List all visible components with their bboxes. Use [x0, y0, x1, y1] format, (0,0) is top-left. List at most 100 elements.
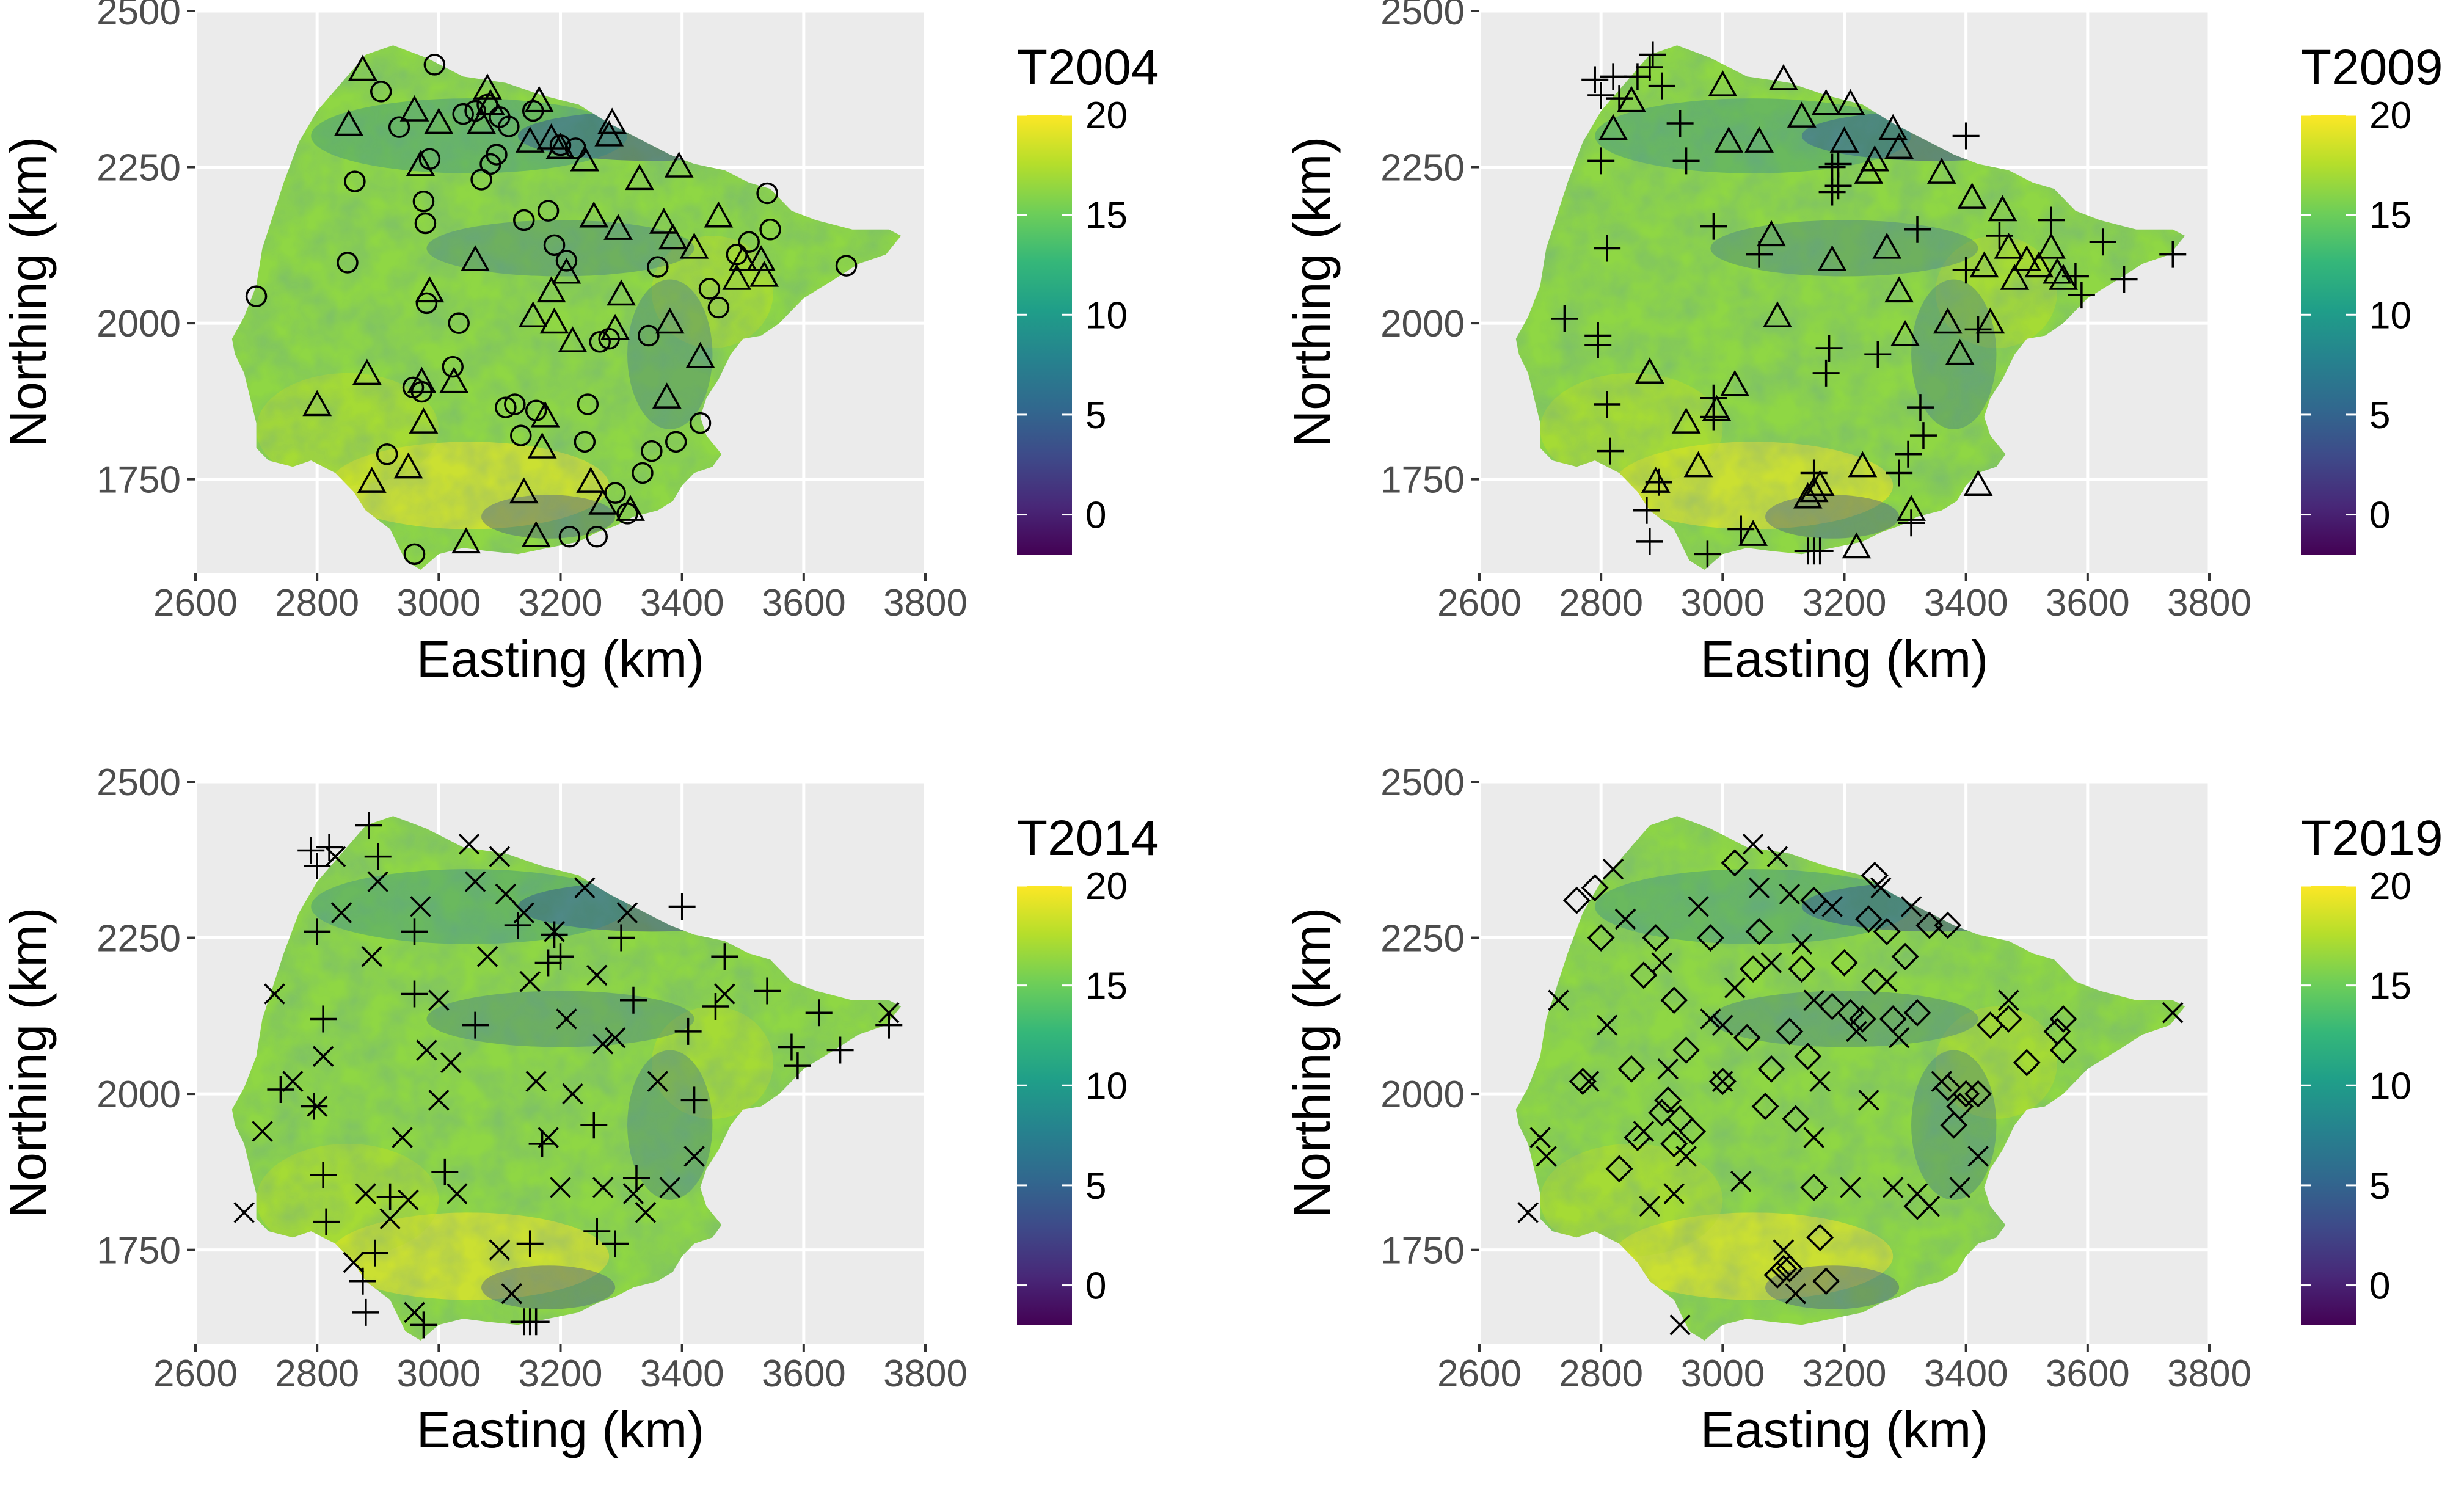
plus-marker — [602, 1230, 629, 1257]
colorbar — [1017, 886, 1072, 1325]
colorbar-tick-label: 15 — [1085, 195, 1128, 237]
triangle-marker — [600, 313, 630, 340]
cross-marker — [714, 983, 735, 1005]
plus-marker — [401, 918, 428, 945]
plus-marker — [355, 812, 382, 839]
cross-marker — [416, 1039, 437, 1061]
plus-marker — [1606, 85, 1633, 112]
circle-marker — [448, 312, 470, 334]
x-axis-title: Easting (km) — [1700, 630, 1988, 688]
cross-marker — [428, 989, 450, 1011]
plus-marker — [1700, 384, 1727, 412]
colorbar-tick-label: 20 — [2369, 865, 2411, 908]
circle-marker — [337, 252, 359, 274]
diamond-marker — [1879, 1005, 1907, 1033]
plus-marker — [754, 977, 781, 1005]
circle-marker — [756, 182, 778, 205]
cross-marker — [464, 871, 486, 892]
triangle-marker — [558, 326, 588, 352]
plus-marker — [462, 1011, 489, 1039]
plus-marker — [1904, 216, 1931, 243]
cross-marker — [592, 1177, 614, 1198]
legend-title: T2014 — [1017, 810, 1159, 866]
plus-marker — [1818, 153, 1846, 181]
colorbar-tick-label: 0 — [2369, 1265, 2390, 1308]
plus-marker — [1909, 422, 1937, 449]
diamond-marker — [1776, 1254, 1804, 1283]
cross-marker — [1700, 1008, 1721, 1030]
cross-marker — [446, 1183, 468, 1204]
circle-marker — [452, 103, 474, 125]
cross-marker — [1791, 933, 1813, 955]
circle-marker — [498, 115, 520, 137]
plus-marker — [2159, 241, 2187, 268]
triangle-marker — [1799, 476, 1829, 503]
circle-marker — [543, 234, 566, 257]
diamond-marker — [1776, 1017, 1804, 1046]
triangle-marker — [570, 145, 600, 172]
diamond-marker — [1733, 1024, 1761, 1052]
circle-marker — [442, 355, 464, 378]
triangle-marker — [545, 133, 575, 159]
cross-marker — [1614, 908, 1636, 930]
colorbar-tick-label: 10 — [2369, 294, 2411, 337]
plus-marker — [778, 1033, 805, 1061]
triangle-marker — [473, 73, 502, 100]
triangle-marker — [393, 452, 423, 479]
cross-marker — [476, 945, 498, 967]
plus-marker — [522, 1308, 550, 1336]
legend-title: T2019 — [2301, 810, 2443, 866]
cross-marker — [604, 1027, 626, 1049]
plus-marker — [1694, 540, 1721, 568]
colorbar-tick-label: 10 — [1085, 294, 1128, 337]
colorbar-tick-label: 20 — [2369, 95, 2411, 137]
cross-marker — [1657, 1058, 1679, 1080]
cross-marker — [1858, 1090, 1879, 1111]
x-tick-label: 3600 — [762, 1353, 846, 1395]
triangle-marker — [1963, 470, 1993, 497]
circle-marker — [589, 331, 611, 353]
plus-marker — [826, 1036, 854, 1064]
y-tick-label: 2250 — [1380, 918, 1465, 960]
triangle-marker — [1702, 395, 1732, 421]
triangle-marker — [1769, 64, 1798, 90]
triangle-marker — [424, 107, 454, 134]
cross-marker — [1742, 833, 1764, 855]
triangle-marker — [2024, 251, 2054, 278]
cross-marker — [428, 1090, 450, 1111]
cross-marker — [513, 902, 534, 923]
cross-marker — [392, 1127, 413, 1148]
colorbar-tick-label: 10 — [1085, 1065, 1128, 1107]
triangle-marker — [1598, 114, 1628, 140]
triangle-marker — [1641, 467, 1671, 493]
triangle-marker — [1683, 451, 1713, 478]
plus-marker — [580, 1112, 608, 1139]
plus-marker — [541, 921, 568, 948]
colorbar-tick-label: 20 — [1085, 95, 1128, 137]
cross-marker — [562, 1083, 583, 1105]
triangle-marker — [679, 232, 709, 259]
colorbar-tick-label: 0 — [2369, 495, 2390, 537]
cross-marker — [489, 1239, 511, 1261]
plus-marker — [583, 1218, 611, 1245]
map-panel-t2019: 2600 2800 3000 3200 3400 3600 3800 2500 2250 2000… — [1283, 762, 2443, 1458]
circle-marker — [665, 431, 687, 453]
triangle-marker — [530, 401, 560, 428]
plus-marker — [1636, 54, 1663, 81]
triangle-marker — [348, 54, 377, 81]
circle-marker — [586, 525, 608, 548]
triangle-marker — [2036, 232, 2066, 259]
triangle-marker — [1720, 369, 1750, 396]
x-tick-label: 3400 — [640, 1353, 724, 1395]
plus-marker — [622, 1165, 650, 1192]
circle-marker — [370, 81, 392, 103]
triangle-marker — [685, 341, 715, 368]
colorbar-tick-label: 10 — [2369, 1065, 2411, 1107]
x-tick-label: 3200 — [1802, 582, 1887, 624]
diamond-marker — [1739, 955, 1767, 983]
plus-marker — [376, 1183, 404, 1210]
triangle-marker — [1897, 495, 1926, 521]
plus-marker — [2089, 228, 2116, 256]
plus-marker — [516, 1230, 544, 1257]
